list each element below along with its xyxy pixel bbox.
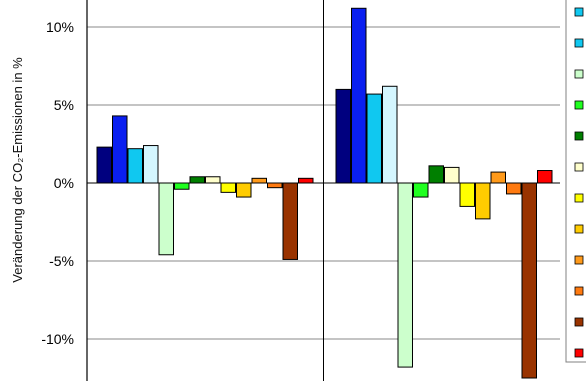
bar xyxy=(189,176,205,184)
bar xyxy=(127,148,143,184)
bar xyxy=(112,115,128,184)
bar xyxy=(521,182,537,379)
y-tick-label: 0% xyxy=(54,175,74,191)
bar xyxy=(382,85,398,184)
bar xyxy=(397,182,413,368)
axes xyxy=(86,0,560,381)
bar xyxy=(251,177,267,184)
bar xyxy=(490,171,506,184)
y-axis-label: Veränderung der CO₂-Emissionen in % xyxy=(10,57,25,283)
bar xyxy=(335,88,351,184)
bar xyxy=(506,182,522,195)
legend-swatch xyxy=(574,193,584,203)
y-tick-label: -10% xyxy=(41,331,74,347)
legend-swatch xyxy=(574,7,584,17)
legend xyxy=(565,0,586,363)
bar xyxy=(205,176,221,184)
bar xyxy=(220,182,236,193)
legend-swatch xyxy=(574,286,584,296)
bar xyxy=(366,93,382,184)
legend-swatch xyxy=(574,162,584,172)
bar xyxy=(236,182,252,198)
bar xyxy=(459,182,475,207)
bar xyxy=(351,7,367,184)
y-tick-label: 10% xyxy=(46,19,74,35)
bar xyxy=(158,182,174,256)
legend-swatch xyxy=(574,317,584,327)
legend-swatch xyxy=(574,131,584,141)
legend-swatch xyxy=(574,348,584,358)
bar xyxy=(444,166,460,184)
bar xyxy=(143,145,159,184)
y-tick-label: 5% xyxy=(54,97,74,113)
bar xyxy=(96,146,112,184)
legend-swatch xyxy=(574,69,584,79)
legend-swatch xyxy=(574,255,584,265)
bar xyxy=(298,177,314,184)
legend-swatch xyxy=(574,224,584,234)
bar xyxy=(174,182,190,190)
bar xyxy=(428,165,444,184)
legend-box xyxy=(565,0,586,363)
y-axis-ticks: 10% 5% 0% -5% -10% xyxy=(41,19,74,347)
legend-swatch xyxy=(574,38,584,48)
bar xyxy=(267,182,283,189)
bar xyxy=(413,182,429,198)
y-tick-label: -5% xyxy=(49,253,74,269)
bar xyxy=(282,182,298,260)
bar xyxy=(475,182,491,220)
legend-swatch xyxy=(574,100,584,110)
bars xyxy=(96,7,553,379)
bar xyxy=(537,170,553,184)
